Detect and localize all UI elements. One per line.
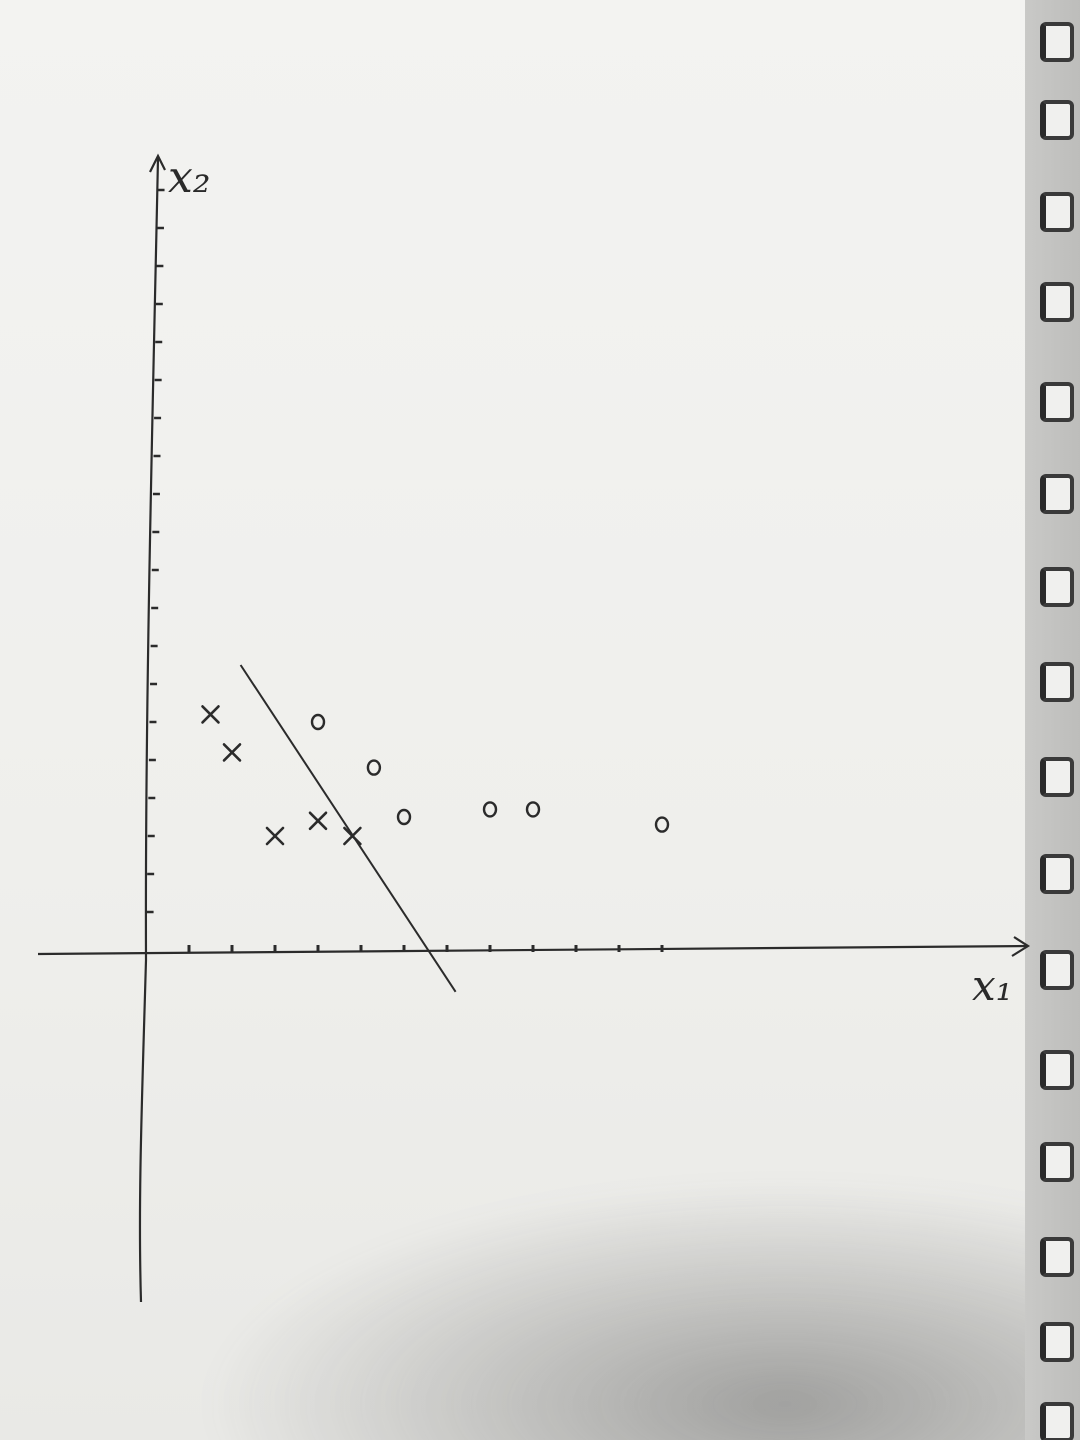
x-marker	[308, 811, 328, 831]
y-axis-ticks	[146, 188, 165, 914]
x-marker	[343, 826, 362, 846]
o-marker	[366, 759, 382, 776]
binding-ring	[1040, 22, 1074, 62]
separating-line	[239, 664, 457, 993]
x-marker	[201, 705, 220, 724]
x-marker	[265, 826, 285, 846]
binding-ring	[1040, 1237, 1074, 1277]
o-marker	[654, 816, 670, 833]
x-axis-label: x₁	[972, 961, 1013, 1010]
binding-ring	[1040, 1142, 1074, 1182]
binding-ring	[1040, 662, 1074, 702]
binding-ring	[1040, 757, 1074, 797]
y-axis-arrowhead	[149, 153, 166, 173]
spiral-binding	[1025, 0, 1080, 1440]
binding-ring	[1040, 854, 1074, 894]
o-marker	[396, 808, 412, 826]
shadow	[200, 1180, 1080, 1440]
x-axis	[37, 944, 1029, 956]
x-marker	[222, 743, 242, 762]
binding-ring	[1040, 1402, 1074, 1440]
o-marker	[525, 801, 541, 818]
y-axis-label: x₂	[168, 152, 210, 203]
class-o-markers	[310, 713, 670, 833]
x-axis-ticks	[187, 945, 664, 952]
binding-ring	[1040, 192, 1074, 232]
binding-ring	[1040, 474, 1074, 514]
y-axis	[138, 157, 160, 1303]
binding-ring	[1040, 1322, 1074, 1362]
x-axis-arrowhead	[1011, 936, 1031, 957]
binding-ring	[1040, 282, 1074, 322]
o-marker	[482, 801, 498, 818]
class-x-markers	[201, 705, 362, 846]
binding-ring	[1040, 100, 1074, 140]
binding-ring	[1040, 950, 1074, 990]
paper-sheet	[0, 0, 1025, 1440]
binding-ring	[1040, 382, 1074, 422]
o-marker	[310, 713, 326, 731]
binding-ring	[1040, 1050, 1074, 1090]
binding-ring	[1040, 567, 1074, 607]
